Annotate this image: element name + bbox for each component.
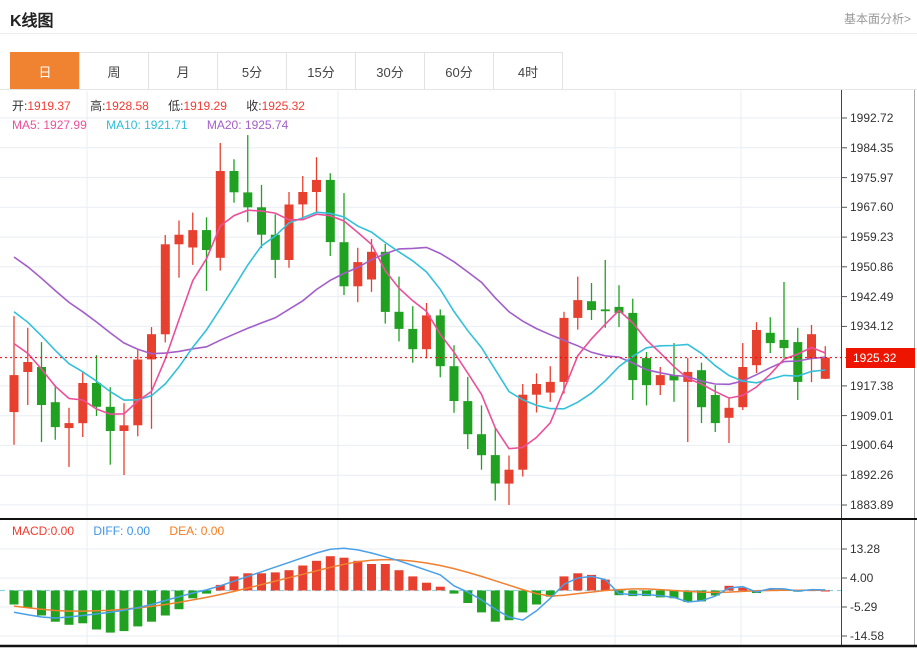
- tab-30分[interactable]: 30分: [355, 52, 425, 90]
- ma20-label: MA20:: [206, 118, 242, 132]
- dea-line: [13, 558, 826, 612]
- y-axis-label: 1883.89: [850, 498, 894, 512]
- macd-axis-label: 13.28: [850, 542, 881, 556]
- macd-label: MACD:: [12, 524, 51, 538]
- low-value: 1919.29: [183, 99, 227, 113]
- macd-axis-label: -14.58: [850, 629, 885, 643]
- header-divider: [0, 33, 917, 34]
- page-title: K线图: [10, 13, 54, 30]
- ma-lines: [13, 209, 826, 450]
- y-axis-label: 1975.97: [850, 171, 894, 185]
- y-axis-label: 1959.23: [850, 230, 894, 244]
- ohlc-info: 开:1919.37 高:1928.58 低:1919.29 收:1925.32: [12, 97, 321, 114]
- tab-60分[interactable]: 60分: [424, 52, 494, 90]
- low-label: 低:: [168, 99, 184, 113]
- high-value: 1928.58: [105, 99, 149, 113]
- tab-15分[interactable]: 15分: [286, 52, 356, 90]
- tab-5分[interactable]: 5分: [217, 52, 287, 90]
- tabbar-divider: [0, 89, 917, 90]
- y-axis-label: 1984.35: [850, 141, 894, 155]
- close-value: 1925.32: [261, 99, 305, 113]
- fundamental-analysis-link[interactable]: 基本面分析>: [843, 12, 911, 26]
- y-axis-label: 1992.72: [850, 111, 894, 125]
- ma10-line: [13, 211, 826, 410]
- open-label: 开:: [12, 99, 28, 113]
- ma10-label: MA10:: [106, 118, 141, 132]
- close-label: 收:: [246, 99, 262, 113]
- macd-info: MACD:0.00 DIFF: 0.00 DEA: 0.00: [12, 524, 240, 538]
- ma-info: MA5: 1927.99 MA10: 1921.71 MA20: 1925.74: [12, 118, 304, 132]
- open-value: 1919.37: [27, 99, 71, 113]
- macd-value: 0.00: [50, 524, 75, 538]
- axes: [0, 90, 917, 648]
- y-axis-label: 1934.12: [850, 319, 894, 333]
- ma5-label: MA5:: [12, 118, 41, 132]
- diff-line: [13, 547, 826, 621]
- y-axis-label: 1900.64: [850, 438, 894, 452]
- y-axis-label: 1917.38: [850, 379, 894, 393]
- ma5-line: [13, 209, 826, 450]
- macd-axis-label: 4.00: [850, 571, 874, 585]
- diff-value: 0.00: [126, 524, 151, 538]
- ma10-value: 1921.71: [144, 118, 188, 132]
- diff-label: DIFF:: [93, 524, 124, 538]
- y-axis-label: 1967.60: [850, 200, 894, 214]
- current-price-badge: 1925.32: [846, 348, 915, 368]
- candlestick-series: [9, 135, 830, 505]
- y-axis-label: 1942.49: [850, 290, 894, 304]
- tab-月[interactable]: 月: [148, 52, 218, 90]
- y-axis-label: 1892.26: [850, 468, 894, 482]
- macd-panel: [0, 547, 841, 633]
- ma20-value: 1925.74: [244, 118, 289, 132]
- dea-value: 0.00: [200, 524, 225, 538]
- ma5-value: 1927.99: [43, 118, 87, 132]
- dea-label: DEA:: [169, 524, 198, 538]
- tab-bar: 日周月 5分 15分 30分 60分 4时: [10, 52, 563, 90]
- macd-axis-label: -5.29: [850, 600, 878, 614]
- y-axis-label: 1909.01: [850, 409, 894, 423]
- tab-日[interactable]: 日: [10, 52, 80, 90]
- ma20-line: [13, 246, 826, 386]
- high-label: 高:: [90, 99, 106, 113]
- y-axis-label: 1950.86: [850, 260, 894, 274]
